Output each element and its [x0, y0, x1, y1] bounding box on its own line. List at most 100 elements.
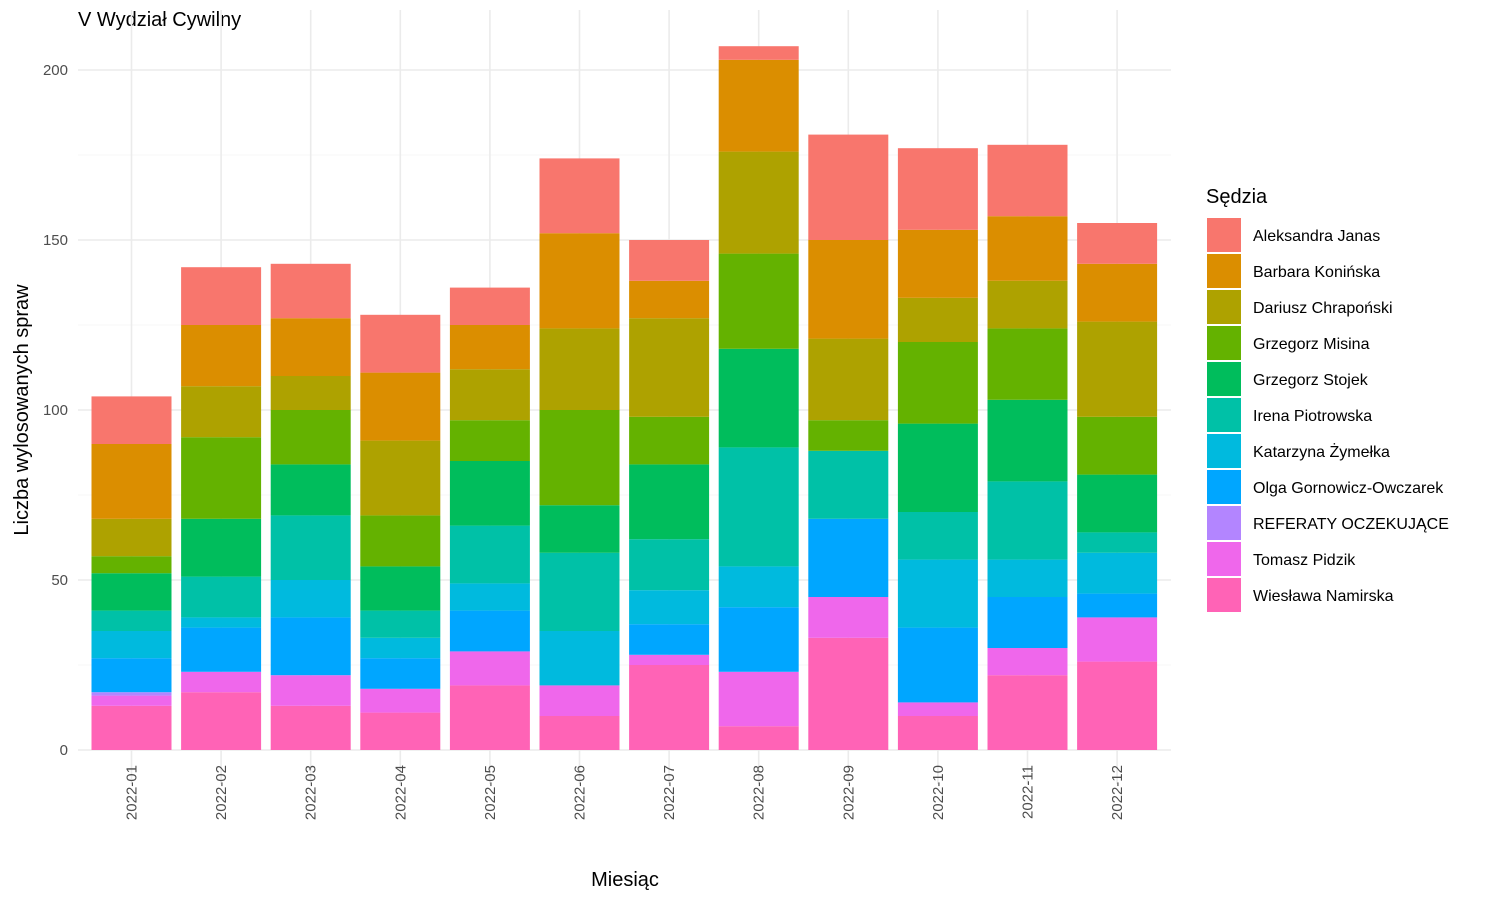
bar-segment [449, 461, 530, 526]
bar-segment [360, 658, 441, 689]
bar-segment [270, 580, 351, 618]
x-axis-ticks: 2022-01 2022-02 2022-03 2022-04 2022-05 2022-… [124, 765, 1127, 820]
bar-segment [718, 671, 799, 727]
bar-segment [181, 692, 262, 750]
legend-label: Olga Gornowicz-Owczarek [1253, 480, 1444, 497]
bar-segment [91, 518, 172, 557]
y-tick-label: 50 [51, 572, 68, 589]
x-tick-label: 2022-05 [482, 765, 499, 820]
bar-segment [181, 576, 262, 618]
bar-segment [629, 624, 710, 655]
legend-key [1207, 362, 1241, 396]
bar-segment [91, 692, 172, 696]
bar-segment [629, 464, 710, 540]
bar-segment [539, 505, 620, 553]
bar-segment [808, 450, 889, 519]
y-tick-label: 200 [43, 62, 68, 79]
bar-segment [629, 590, 710, 625]
legend-key [1207, 398, 1241, 432]
bar-segment [181, 518, 262, 577]
legend-label: Dariusz Chrapoński [1253, 300, 1393, 317]
bar-segment [91, 573, 172, 611]
legend: Sędzia Aleksandra Janas Barbara Konińska D… [1206, 186, 1449, 612]
bar-segment [539, 233, 620, 329]
bar-segment [1077, 661, 1158, 750]
bar-segment [987, 216, 1068, 281]
x-tick-label: 2022-08 [751, 765, 768, 820]
bar-segment [808, 240, 889, 339]
bar-segment [987, 144, 1068, 217]
bar-segment [1077, 223, 1158, 264]
bar-segment [1077, 474, 1158, 533]
x-tick-label: 2022-12 [1109, 765, 1126, 820]
legend-key [1207, 578, 1241, 612]
bar-segment [181, 325, 262, 387]
bar-segment [270, 464, 351, 516]
bar-segment [897, 702, 978, 716]
bar-segment [808, 597, 889, 638]
bar-segment [987, 559, 1068, 597]
bar-segment [360, 688, 441, 713]
bar-segment [91, 695, 172, 706]
y-axis-ticks: 0 50 100 150 200 [43, 62, 68, 759]
legend-label: Barbara Konińska [1253, 264, 1380, 281]
legend-label: Grzegorz Stojek [1253, 372, 1369, 389]
bar-segment [897, 342, 978, 424]
bar-segment [91, 631, 172, 659]
x-axis-title: Miesiąc [591, 869, 659, 891]
bar-segment [987, 675, 1068, 750]
bar-segment [449, 685, 530, 750]
bar-segment [181, 617, 262, 628]
bar-segment [897, 627, 978, 703]
bar-segment [987, 328, 1068, 400]
legend-key [1207, 542, 1241, 576]
x-tick-label: 2022-04 [392, 765, 409, 820]
bar-segment [808, 134, 889, 240]
bar-segment [629, 654, 710, 665]
bar-segment [897, 229, 978, 298]
bar-segment [360, 610, 441, 638]
bar-segment [91, 610, 172, 631]
bar-segment [181, 437, 262, 519]
bar-segment [360, 314, 441, 373]
legend-label: Irena Piotrowska [1253, 408, 1372, 425]
bar-segment [181, 627, 262, 672]
bar-segment [629, 318, 710, 417]
x-tick-label: 2022-07 [661, 765, 678, 820]
bar-segment [539, 716, 620, 750]
bar-segment [91, 444, 172, 519]
y-tick-label: 0 [60, 742, 68, 759]
bar-segment [718, 59, 799, 152]
bar-segment [718, 607, 799, 672]
bar-segment [987, 597, 1068, 648]
bar-segment [270, 705, 351, 750]
legend-label: Tomasz Pidzik [1253, 552, 1356, 569]
bar-segment [91, 556, 172, 574]
x-tick-label: 2022-02 [213, 765, 230, 820]
bar-segment [91, 658, 172, 693]
bar-segment [360, 440, 441, 516]
bar-segment [1077, 416, 1158, 475]
bar-segment [360, 566, 441, 611]
bar-segment [449, 369, 530, 421]
bar-segment [449, 651, 530, 686]
bar-segment [539, 158, 620, 234]
x-tick-label: 2022-10 [930, 765, 947, 820]
bar-segment [808, 420, 889, 451]
bar-segment [270, 263, 351, 319]
bar-segment [91, 705, 172, 750]
bar-segment [629, 539, 710, 591]
bar-segment [449, 583, 530, 611]
bar-segment [360, 372, 441, 441]
bar-segment [987, 481, 1068, 560]
bar-segment [987, 280, 1068, 329]
bar-segment [897, 559, 978, 628]
bar-segment [360, 515, 441, 567]
legend-label: Grzegorz Misina [1253, 336, 1370, 353]
bar-segment [1077, 263, 1158, 322]
bar-segment [360, 712, 441, 750]
bar-segment [718, 566, 799, 608]
bar-segment [897, 297, 978, 342]
bar-segment [1077, 532, 1158, 553]
